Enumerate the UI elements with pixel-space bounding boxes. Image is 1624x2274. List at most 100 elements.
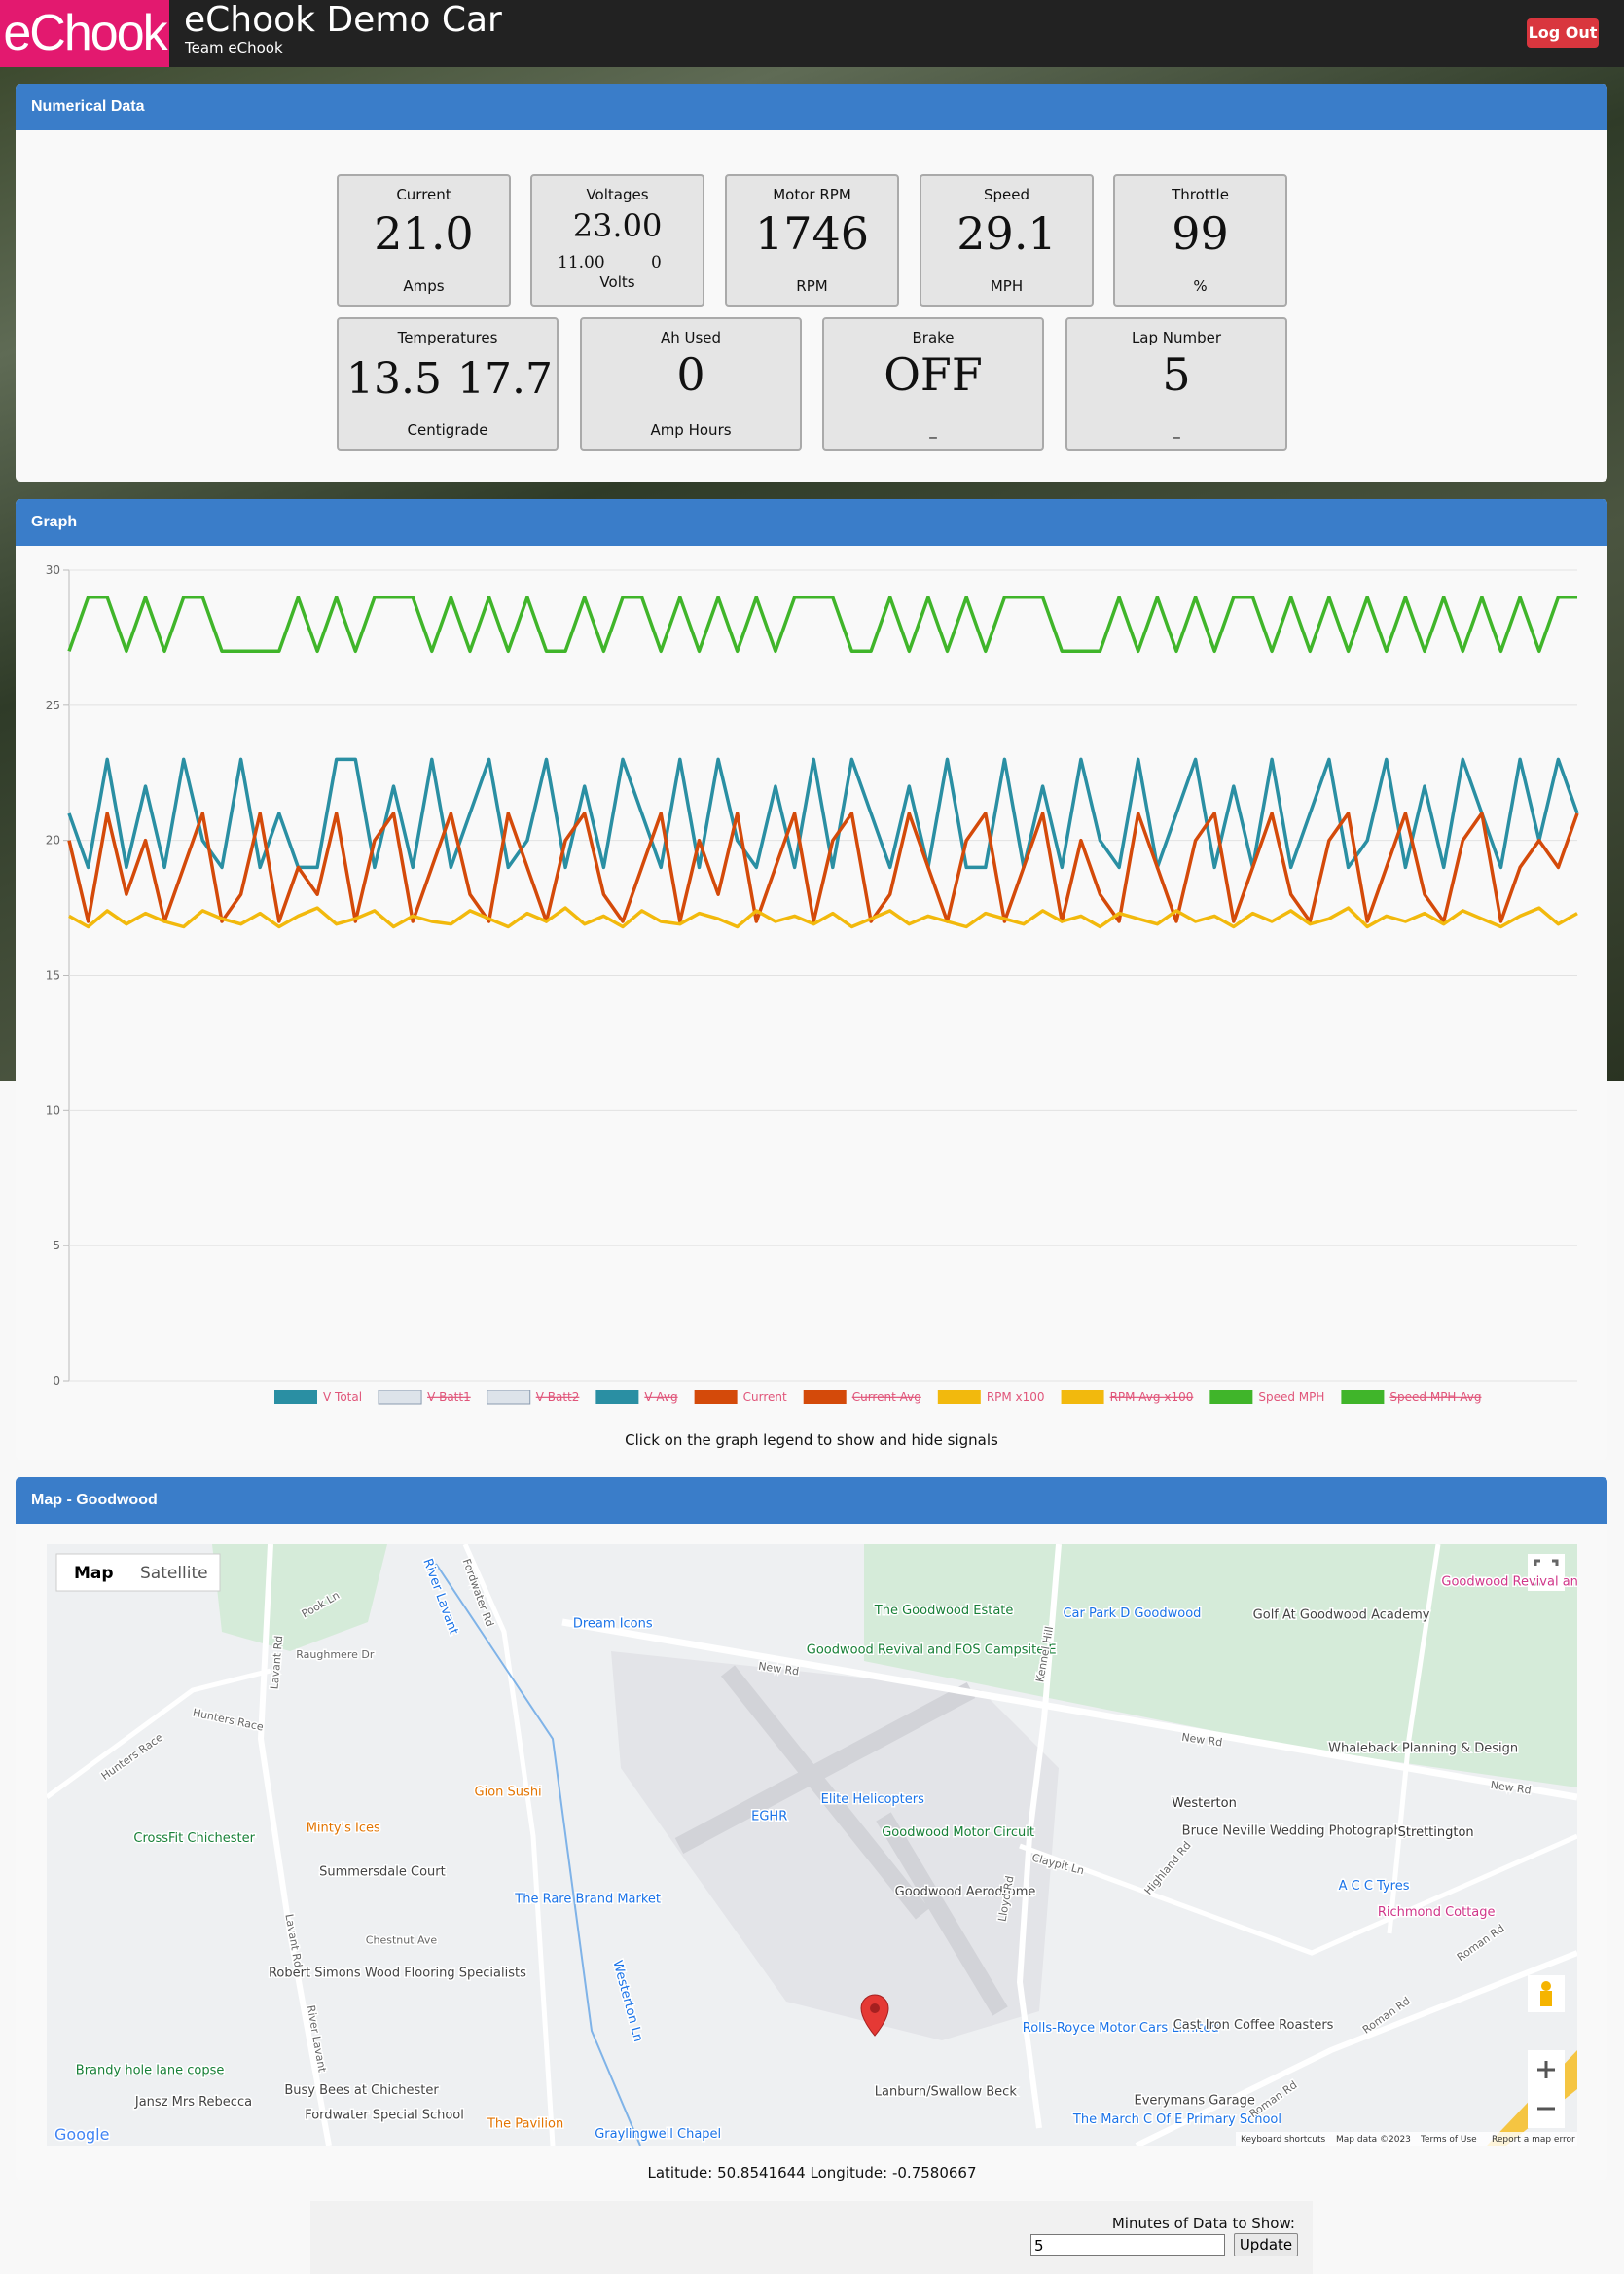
location-line: Latitude: 50.8541644 Longitude: -0.75806… bbox=[0, 2164, 1624, 2182]
attribution-text[interactable]: Report a map error bbox=[1492, 2135, 1575, 2145]
legend-label[interactable]: Current Avg bbox=[852, 1390, 921, 1404]
map-label: Goodwood Revival and FOS Campsite E bbox=[807, 1642, 1057, 1657]
legend-swatch[interactable] bbox=[803, 1390, 847, 1404]
map-label: Minty's Ices bbox=[307, 1822, 380, 1836]
map-label: Goodwood Motor Circuit bbox=[882, 1825, 1034, 1840]
map-label: The Rare Brand Market bbox=[514, 1893, 661, 1907]
legend-label[interactable]: Speed MPH bbox=[1258, 1390, 1324, 1404]
legend-label[interactable]: Current bbox=[743, 1390, 787, 1404]
card-value: 99 bbox=[1172, 207, 1229, 260]
card-label: Current bbox=[396, 186, 451, 203]
legend-label[interactable]: V Batt1 bbox=[427, 1390, 471, 1404]
card-value-part: 17.7 bbox=[456, 354, 553, 404]
controls: Minutes of Data to Show: 5 Update bbox=[310, 2201, 1313, 2274]
logout-button[interactable]: Log Out bbox=[1527, 18, 1599, 48]
legend-swatch[interactable] bbox=[378, 1390, 422, 1405]
map-label: A C C Tyres bbox=[1339, 1879, 1410, 1894]
latitude: 50.8541644 bbox=[717, 2164, 806, 2182]
update-button[interactable]: Update bbox=[1234, 2233, 1298, 2256]
legend-swatch[interactable] bbox=[1209, 1390, 1253, 1404]
google-logo: Google bbox=[54, 2125, 109, 2144]
team-name: Team eChook bbox=[185, 39, 283, 56]
panel-title: Numerical Data bbox=[16, 84, 1607, 130]
map-label: Graylingwell Chapel bbox=[595, 2127, 721, 2142]
map-button[interactable]: Satellite bbox=[140, 1564, 208, 1583]
park-area bbox=[864, 1544, 1577, 1787]
map-label: Fordwater Special School bbox=[305, 2109, 464, 2123]
road bbox=[257, 1544, 332, 2146]
attribution-text[interactable]: Map data ©2023 bbox=[1336, 2135, 1411, 2145]
card-unit: Centigrade bbox=[407, 421, 488, 439]
map-label: The Goodwood Estate bbox=[874, 1604, 1014, 1618]
legend-swatch[interactable] bbox=[937, 1390, 981, 1404]
numerical-panel: Numerical Data Current 21.0 Amps Voltages 23… bbox=[16, 84, 1607, 482]
legend-swatch[interactable] bbox=[1061, 1390, 1104, 1404]
y-tick-label: 15 bbox=[46, 969, 60, 983]
legend-swatch[interactable] bbox=[595, 1390, 639, 1404]
legend-label[interactable]: RPM x100 bbox=[987, 1390, 1045, 1404]
top-bar: eChook eChook Demo Car Team eChook Log O… bbox=[0, 0, 1624, 67]
minutes-input[interactable]: 5 bbox=[1030, 2234, 1225, 2256]
fullscreen-button[interactable] bbox=[1528, 1554, 1565, 1591]
map-label: Golf At Goodwood Academy bbox=[1253, 1608, 1430, 1623]
card-label: Speed bbox=[983, 186, 1030, 203]
road bbox=[47, 1668, 271, 1800]
y-tick-label: 5 bbox=[53, 1239, 60, 1252]
series-line bbox=[67, 757, 1579, 870]
card-unit: MPH bbox=[990, 277, 1024, 295]
map-label: Chestnut Ave bbox=[366, 1933, 438, 1946]
map-label: Strettington bbox=[1398, 1825, 1474, 1840]
graph-chart: 0 5 10 15 20 25 30 V Total V Batt1 V Batt2 V Avg Cu… bbox=[46, 563, 1579, 1449]
map-label: Gion Sushi bbox=[475, 1785, 542, 1799]
card-unit: _ bbox=[929, 421, 937, 439]
data-card: Voltages 23.00 11.00 0 Volts bbox=[530, 174, 704, 307]
road bbox=[1387, 1544, 1441, 1934]
map-label: Summersdale Court bbox=[319, 1864, 446, 1879]
legend-swatch[interactable] bbox=[694, 1390, 738, 1404]
data-card: Current 21.0 Amps bbox=[337, 174, 511, 307]
legend-label[interactable]: V Batt2 bbox=[536, 1390, 580, 1404]
map-label: Lanburn/Swallow Beck bbox=[875, 2085, 1018, 2100]
legend-label[interactable]: V Avg bbox=[644, 1390, 677, 1404]
map-label: Cast Iron Coffee Roasters bbox=[1173, 2018, 1334, 2033]
map-label: Whaleback Planning & Design bbox=[1328, 1742, 1518, 1756]
map-label: Westerton bbox=[1172, 1796, 1237, 1811]
legend-swatch[interactable] bbox=[487, 1390, 531, 1405]
card-value: 0 bbox=[676, 348, 705, 401]
data-card: Lap Number 5 _ bbox=[1065, 317, 1287, 451]
data-card: Temperatures 13.5 17.7 Centigrade bbox=[337, 317, 559, 451]
legend-label[interactable]: RPM Avg x100 bbox=[1110, 1390, 1194, 1404]
map-label: Rolls-Royce Motor Cars Limited bbox=[1023, 2021, 1219, 2036]
map-label: Goodwood Revival and FOS Camp bbox=[1441, 1574, 1577, 1589]
card-unit: Amps bbox=[403, 277, 445, 295]
map-label: Busy Bees at Chichester bbox=[284, 2083, 439, 2098]
map-label: Everymans Garage bbox=[1135, 2094, 1255, 2109]
series-line bbox=[67, 812, 1579, 923]
legend-label[interactable]: V Total bbox=[323, 1390, 362, 1404]
card-value-part: 13.5 bbox=[346, 354, 442, 404]
card-value: 13.5 17.7 bbox=[339, 354, 557, 404]
card-value: 21.0 bbox=[374, 207, 474, 260]
attribution-text[interactable]: Terms of Use bbox=[1420, 2135, 1477, 2145]
card-label: Motor RPM bbox=[773, 186, 851, 203]
map-label: EGHR bbox=[751, 1810, 787, 1824]
panel-title: Map - Goodwood bbox=[16, 1477, 1607, 1524]
y-tick-label: 30 bbox=[46, 563, 60, 577]
legend-swatch[interactable] bbox=[1341, 1390, 1385, 1404]
card-label: Lap Number bbox=[1131, 329, 1222, 346]
minutes-label: Minutes of Data to Show: bbox=[1111, 2215, 1295, 2232]
legend-label[interactable]: Speed MPH Avg bbox=[1389, 1390, 1481, 1404]
legend-swatch[interactable] bbox=[274, 1390, 317, 1404]
data-card: Speed 29.1 MPH bbox=[920, 174, 1094, 307]
map[interactable]: The Goodwood Estate Car Park D Goodwood Go… bbox=[47, 1544, 1577, 2146]
panel-title: Graph bbox=[16, 499, 1607, 546]
map-label: CrossFit Chichester bbox=[133, 1831, 255, 1846]
attribution-text[interactable]: Keyboard shortcuts bbox=[1241, 2135, 1325, 2145]
car-title: eChook Demo Car bbox=[184, 0, 502, 40]
pegman-icon bbox=[1541, 1981, 1551, 1991]
map-button[interactable]: Map bbox=[74, 1564, 114, 1583]
location-marker[interactable] bbox=[860, 1994, 889, 2037]
map-label: The March C Of E Primary School bbox=[1072, 2112, 1281, 2127]
logo[interactable]: eChook bbox=[0, 0, 169, 67]
